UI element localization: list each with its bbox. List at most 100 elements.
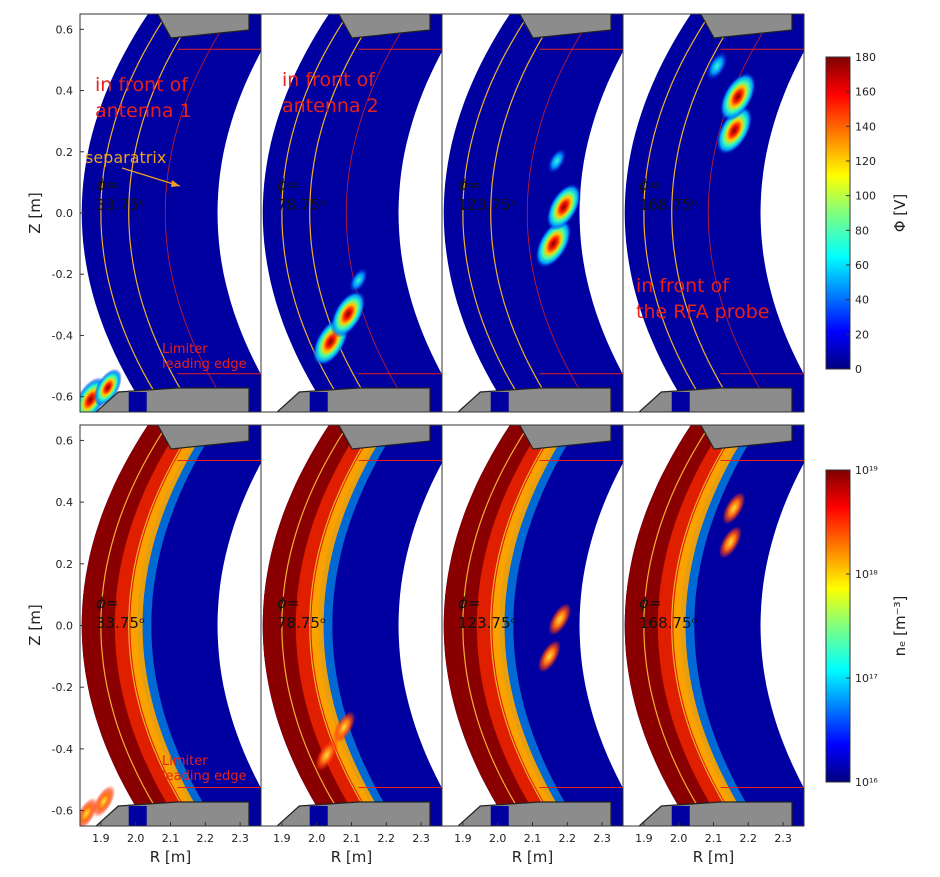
x-tick-label: 2.1 bbox=[705, 832, 723, 845]
x-tick-label: 1.9 bbox=[635, 832, 653, 845]
core-density bbox=[81, 425, 195, 826]
separatrix-arrow bbox=[121, 167, 181, 187]
panel-r1-c1 bbox=[260, 424, 443, 827]
limiter-top bbox=[519, 425, 612, 450]
y-axis-label-bottom: Z [m] bbox=[26, 604, 44, 645]
limiter-label-line2: leading edge bbox=[162, 357, 247, 372]
colorbar-tick-label: 10¹⁷ bbox=[855, 672, 878, 685]
panel-r0-c3 bbox=[622, 13, 805, 413]
density-filament bbox=[332, 711, 356, 744]
potential-peak bbox=[547, 147, 567, 174]
antenna1-label-line1: in front of bbox=[95, 74, 189, 96]
plasma-band bbox=[81, 14, 261, 412]
panel-r1-c2 bbox=[441, 424, 624, 827]
limiter-top bbox=[700, 14, 793, 39]
limiter-label-line1: Limiter bbox=[162, 342, 208, 357]
y-tick-label: 0.4 bbox=[56, 496, 74, 509]
rfa-label-line2: the RFA probe bbox=[636, 301, 769, 323]
x-tick-label: 2.0 bbox=[127, 832, 145, 845]
panel-frame bbox=[622, 13, 805, 413]
x-tick-label: 2.2 bbox=[559, 832, 577, 845]
core-density bbox=[262, 425, 376, 826]
core-density bbox=[443, 425, 557, 826]
x-tick-label: 2.3 bbox=[593, 832, 611, 845]
plasma-band bbox=[624, 14, 804, 412]
y-tick-label: 0.2 bbox=[56, 146, 74, 159]
separatrix-line bbox=[462, 425, 530, 826]
phi-label: ϕ= bbox=[458, 594, 480, 612]
separatrix-line bbox=[462, 14, 530, 412]
colorbars: 0 20 40 60 80 100 120 140 160 180 Φ [V] 10¹⁶ 10¹⁷ 10¹… bbox=[825, 51, 909, 789]
antenna2-label-line2: antenna 2 bbox=[282, 95, 379, 117]
y-tick-label: -0.4 bbox=[52, 743, 73, 756]
density-filament bbox=[315, 738, 338, 772]
limiter-label-line1-bottom: Limiter bbox=[162, 754, 208, 769]
y-axis-label-top: Z [m] bbox=[26, 192, 44, 233]
y-tick-label: 0.4 bbox=[56, 85, 74, 98]
x-axis-label: R [m] bbox=[693, 848, 735, 866]
density-filament bbox=[548, 603, 572, 636]
phi-value: 168.75ᵒ bbox=[639, 614, 698, 632]
separatrix-line bbox=[100, 425, 168, 826]
limiter-top bbox=[338, 425, 431, 450]
phi-value: 78.75ᵒ bbox=[277, 196, 326, 214]
phi-label: ϕ= bbox=[639, 594, 661, 612]
colorbar-label-density: nₑ [m⁻³] bbox=[891, 596, 909, 657]
y-tick-label: 0.6 bbox=[56, 434, 74, 447]
potential-peak bbox=[348, 267, 369, 294]
x-tick-label: 2.0 bbox=[308, 832, 326, 845]
phi-value: 78.75ᵒ bbox=[277, 614, 326, 632]
x-tick-label: 2.2 bbox=[197, 832, 215, 845]
colorbar-label-potential: Φ [V] bbox=[891, 194, 909, 233]
colorbar-potential bbox=[825, 56, 851, 370]
x-tick-label: 1.9 bbox=[454, 832, 472, 845]
y-tick-label: 0.6 bbox=[56, 23, 74, 36]
separatrix-line bbox=[643, 425, 711, 826]
density-filament bbox=[722, 492, 746, 525]
x-axis-label: R [m] bbox=[512, 848, 554, 866]
colorbar-tick-label: 120 bbox=[855, 155, 876, 168]
panel-r0-c2 bbox=[441, 13, 624, 413]
antenna1-label-line2: antenna 1 bbox=[95, 100, 192, 122]
x-tick-label: 2.2 bbox=[740, 832, 758, 845]
separatrix-line bbox=[643, 14, 711, 412]
limiter-label-line2-bottom: leading edge bbox=[162, 769, 247, 784]
phi-value: 33.75ᵒ bbox=[96, 614, 145, 632]
phi-label: ϕ= bbox=[639, 176, 661, 194]
potential-peak bbox=[546, 183, 582, 231]
x-tick-label: 2.0 bbox=[670, 832, 688, 845]
x-axis-label: R [m] bbox=[331, 848, 373, 866]
colorbar-density bbox=[825, 469, 851, 783]
panels bbox=[79, 13, 805, 827]
antenna2-label-line1: in front of bbox=[282, 69, 376, 91]
colorbar-tick-label: 80 bbox=[855, 224, 869, 237]
x-tick-label: 1.9 bbox=[92, 832, 110, 845]
potential-peak bbox=[705, 51, 729, 81]
x-axis-label: R [m] bbox=[150, 848, 192, 866]
plasma-band bbox=[443, 14, 623, 412]
colorbar-tick-label: 180 bbox=[855, 51, 876, 64]
phi-label: ϕ= bbox=[458, 176, 480, 194]
colorbar-tick-label: 10¹⁸ bbox=[855, 568, 878, 581]
colorbar-tick-label: 0 bbox=[855, 363, 862, 376]
density-filament bbox=[92, 785, 116, 818]
potential-peak bbox=[535, 219, 572, 269]
density-filament bbox=[80, 797, 98, 826]
x-tick-label: 2.3 bbox=[412, 832, 430, 845]
limiter-top bbox=[700, 425, 793, 450]
x-tick-label: 2.2 bbox=[378, 832, 396, 845]
core-density bbox=[624, 425, 738, 826]
phi-value: 123.75ᵒ bbox=[458, 614, 517, 632]
plasma-band bbox=[262, 14, 442, 412]
colorbar-tick-label: 100 bbox=[855, 190, 876, 203]
colorbar-tick-label: 160 bbox=[855, 86, 876, 99]
axis-labels: Z [m] Z [m] R [m] R [m] R [m] R [m] bbox=[26, 192, 734, 866]
y-tick-label: -0.2 bbox=[52, 268, 73, 281]
phi-label: ϕ= bbox=[96, 594, 118, 612]
limiter-top bbox=[157, 425, 250, 450]
separatrix-line bbox=[281, 425, 349, 826]
separatrix-line bbox=[100, 14, 168, 412]
y-tick-label: 0.0 bbox=[56, 620, 74, 633]
phi-label: ϕ= bbox=[277, 176, 299, 194]
